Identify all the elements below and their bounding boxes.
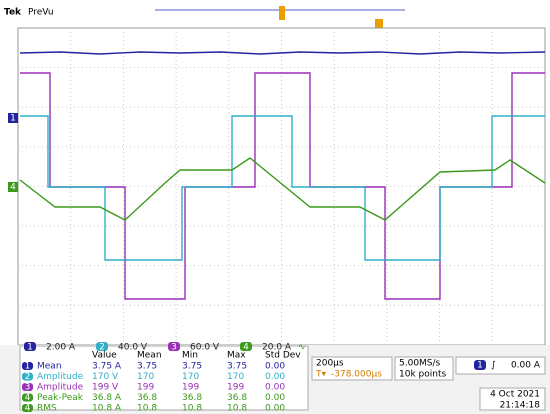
row-badge — [22, 372, 33, 381]
channel-scale: 60.0 V — [190, 343, 220, 353]
channel-row: 1 2.00 A 2 40.0 V 3 60.0 V 4 20.0 A ∿ — [24, 342, 306, 353]
row-value: 170 — [182, 372, 199, 382]
date: 4 Oct 2021 — [490, 390, 540, 400]
acquisition-box — [394, 356, 454, 381]
row-name: Mean — [37, 362, 62, 372]
channel-badge — [240, 342, 252, 351]
row-channel: 1 — [25, 362, 31, 372]
row-value: 199 V — [92, 383, 119, 393]
datetime-box — [479, 387, 546, 411]
column-header: Min — [182, 351, 198, 361]
row-value: 199 — [137, 383, 154, 393]
column-header: Value — [92, 351, 117, 361]
channel-scale: 40.0 V — [118, 343, 148, 353]
row-badge — [22, 362, 33, 370]
row-name: RMS — [37, 404, 57, 414]
trigger-source: 1 — [477, 361, 483, 371]
row-value: 3.75 — [227, 362, 247, 372]
column-header: Mean — [137, 351, 162, 361]
column-header: Std Dev — [265, 351, 301, 361]
row-value: 0.00 — [265, 393, 285, 403]
bandwidth-icon: ∿ — [298, 343, 306, 353]
row-channel: 3 — [25, 383, 31, 393]
channel-number: 2 — [99, 343, 105, 353]
row-channel: 2 — [25, 372, 31, 382]
row-value: 0.00 — [265, 404, 285, 414]
row-channel: 4 — [25, 404, 31, 414]
row-value: 10.8 A — [92, 404, 122, 414]
record-length: 10k points — [399, 370, 446, 380]
row-channel: 4 — [25, 393, 31, 403]
measurements: Value Mean Min Max Std Dev 1 Mean 3.75 A 3.75 3.7… — [22, 351, 301, 414]
measurement-table — [19, 345, 309, 411]
trigger-marker — [279, 6, 285, 20]
row-name: Amplitude — [37, 383, 84, 393]
channel-scale: 2.00 A — [46, 343, 76, 353]
channel-scale: 20.0 A — [262, 343, 292, 353]
brand: Tek — [4, 8, 22, 18]
row-value: 10.8 — [137, 404, 157, 414]
trigger-slope: ∫ — [491, 361, 496, 371]
trigger-position: -378.000µs — [331, 370, 382, 380]
row-badge — [22, 393, 33, 402]
channel-4-marker — [8, 182, 18, 192]
channel-badge — [24, 342, 36, 351]
row-value: 199 — [182, 383, 199, 393]
row-value: 10.8 — [182, 404, 202, 414]
row-value: 0.00 — [265, 383, 285, 393]
row-value: 36.8 A — [92, 393, 122, 403]
trigger-level-marker — [375, 19, 383, 28]
row-value: 36.8 — [182, 393, 202, 403]
time: 21:14:18 — [500, 401, 541, 411]
timebase-scale: 200µs — [316, 359, 344, 369]
channel-4-trace — [19, 157, 546, 221]
channel-badge — [96, 342, 108, 351]
row-value: 3.75 A — [92, 362, 122, 372]
row-value: 3.75 — [182, 362, 202, 372]
channel-2-trace — [20, 115, 545, 261]
channel-1-marker-label: 1 — [10, 114, 16, 124]
row-value: 0.00 — [265, 372, 285, 382]
grid — [18, 28, 545, 345]
channel-badge — [168, 342, 180, 351]
row-value: 170 V — [92, 372, 119, 382]
channel-number: 1 — [27, 343, 33, 353]
row-value: 3.75 — [137, 362, 157, 372]
row-badge — [22, 404, 33, 412]
timebase-box — [311, 356, 393, 381]
row-value: 170 — [227, 372, 244, 382]
row-value: 170 — [137, 372, 154, 382]
row-name: Peak-Peak — [37, 393, 84, 403]
column-header: Max — [227, 351, 246, 361]
row-badge — [22, 383, 33, 391]
trigger-level: 0.00 A — [511, 361, 541, 371]
channel-1-marker — [8, 113, 18, 123]
trigger-position-icon: T▾ — [315, 370, 326, 380]
channel-number: 3 — [171, 343, 177, 353]
channel-4-marker-label: 4 — [10, 183, 16, 193]
row-value: 36.8 — [137, 393, 157, 403]
row-value: 0.00 — [265, 362, 285, 372]
sample-rate: 5.00MS/s — [399, 359, 441, 369]
row-value: 36.8 — [227, 393, 247, 403]
acquisition-status: PreVu — [28, 8, 54, 18]
row-value: 10.8 — [227, 404, 247, 414]
row-name: Amplitude — [37, 372, 84, 382]
trigger-source-badge — [474, 360, 486, 370]
row-value: 199 — [227, 383, 244, 393]
channel-1-trace — [19, 51, 546, 55]
channel-number: 4 — [243, 343, 249, 353]
